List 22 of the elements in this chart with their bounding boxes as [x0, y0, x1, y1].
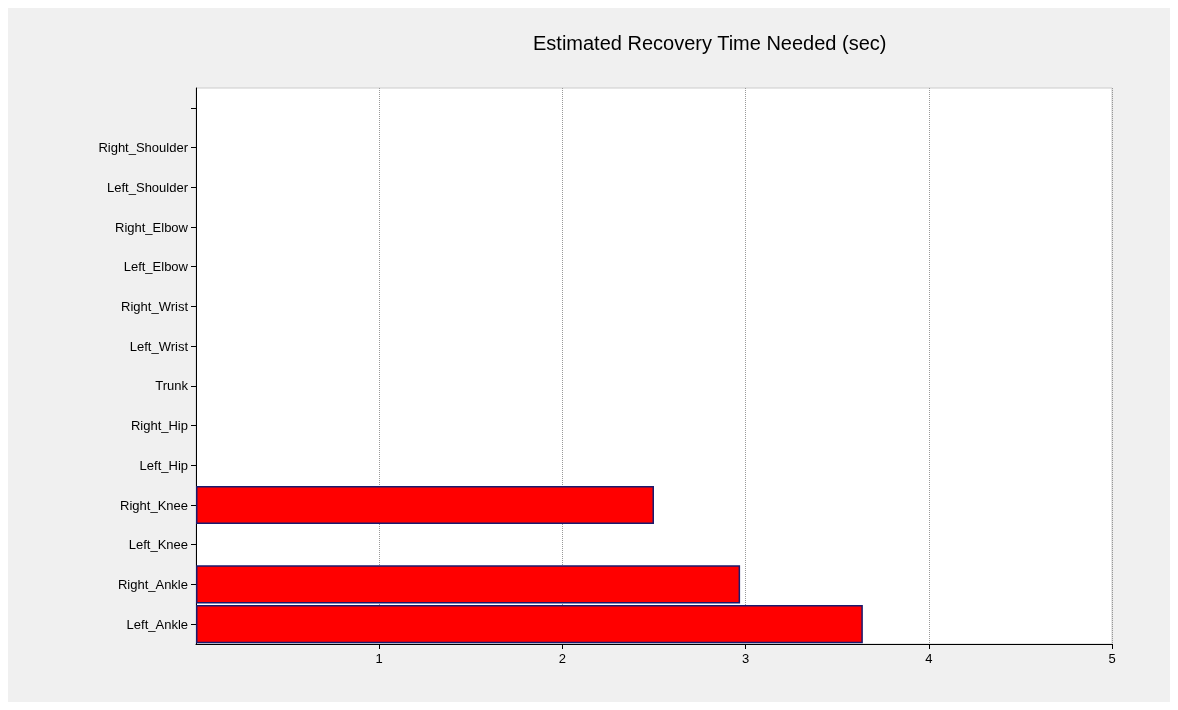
- x-tick-label: 1: [375, 651, 383, 666]
- bar: [196, 605, 863, 644]
- bar: [196, 485, 654, 525]
- chart-title: Estimated Recovery Time Needed (sec): [533, 32, 887, 54]
- y-tick-label: Left_Elbow: [123, 259, 189, 275]
- y-tick-label: Left_Hip: [139, 457, 188, 473]
- y-tick-label: Right_Elbow: [115, 219, 189, 235]
- y-tick-label: Right_Ankle: [117, 576, 188, 592]
- x-tick-label: 4: [925, 651, 933, 666]
- x-tick-label: 5: [1108, 651, 1116, 666]
- bar: [196, 565, 741, 604]
- x-tick-label: 3: [741, 651, 750, 666]
- y-tick-label: Trunk: [155, 378, 189, 394]
- y-tick-label: Right_Hip: [130, 418, 188, 434]
- y-tick-label: Right_Knee: [120, 497, 188, 513]
- x-tick-label: 2: [558, 651, 567, 666]
- y-tick-label: Left_Knee: [128, 537, 188, 553]
- y-tick-label: Left_Wrist: [129, 338, 189, 354]
- y-tick-label: Right_Shoulder: [98, 140, 189, 156]
- y-tick-label: Left_Shoulder: [107, 179, 189, 195]
- y-tick-label: Right_Wrist: [121, 298, 189, 314]
- y-tick-label: Left_Ankle: [126, 616, 188, 632]
